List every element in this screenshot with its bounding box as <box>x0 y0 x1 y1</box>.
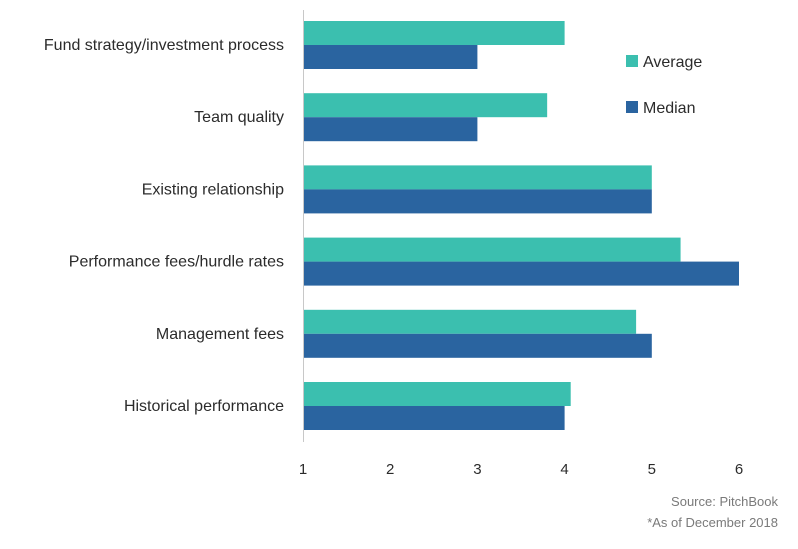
category-label: Team quality <box>194 109 284 126</box>
x-tick-label: 5 <box>648 461 656 478</box>
x-tick-label: 2 <box>386 461 394 478</box>
category-label: Existing relationship <box>142 181 284 198</box>
x-tick-label: 1 <box>299 461 307 478</box>
category-label: Performance fees/hurdle rates <box>69 254 284 271</box>
bar-average-2 <box>303 165 652 190</box>
x-tick-label: 6 <box>735 461 743 478</box>
date-note: *As of December 2018 <box>647 515 778 530</box>
bar-median-1 <box>303 117 478 142</box>
category-label: Management fees <box>156 326 284 343</box>
bars-group <box>303 21 739 430</box>
bar-median-4 <box>303 333 652 358</box>
category-label: Historical performance <box>124 398 284 415</box>
source-note: Source: PitchBook <box>671 494 778 509</box>
bar-average-3 <box>303 237 681 262</box>
bar-average-5 <box>303 382 571 406</box>
bar-median-2 <box>303 189 652 214</box>
bar-median-5 <box>303 406 565 430</box>
legend-swatch-average <box>626 55 638 67</box>
category-labels: Fund strategy/investment process Team qua… <box>44 37 284 415</box>
bar-median-3 <box>303 261 739 286</box>
x-tick-label: 3 <box>473 461 481 478</box>
bar-average-4 <box>303 309 637 334</box>
x-tick-labels: 1 2 3 4 5 6 <box>299 461 743 478</box>
x-tick-label: 4 <box>560 461 568 478</box>
legend-swatch-median <box>626 101 638 113</box>
bar-median-0 <box>303 45 478 69</box>
bar-average-0 <box>303 21 565 45</box>
bar-average-1 <box>303 93 548 118</box>
category-label: Fund strategy/investment process <box>44 37 284 54</box>
legend: Average Median <box>626 54 702 117</box>
legend-label-median: Median <box>643 100 695 117</box>
legend-label-average: Average <box>643 54 702 71</box>
